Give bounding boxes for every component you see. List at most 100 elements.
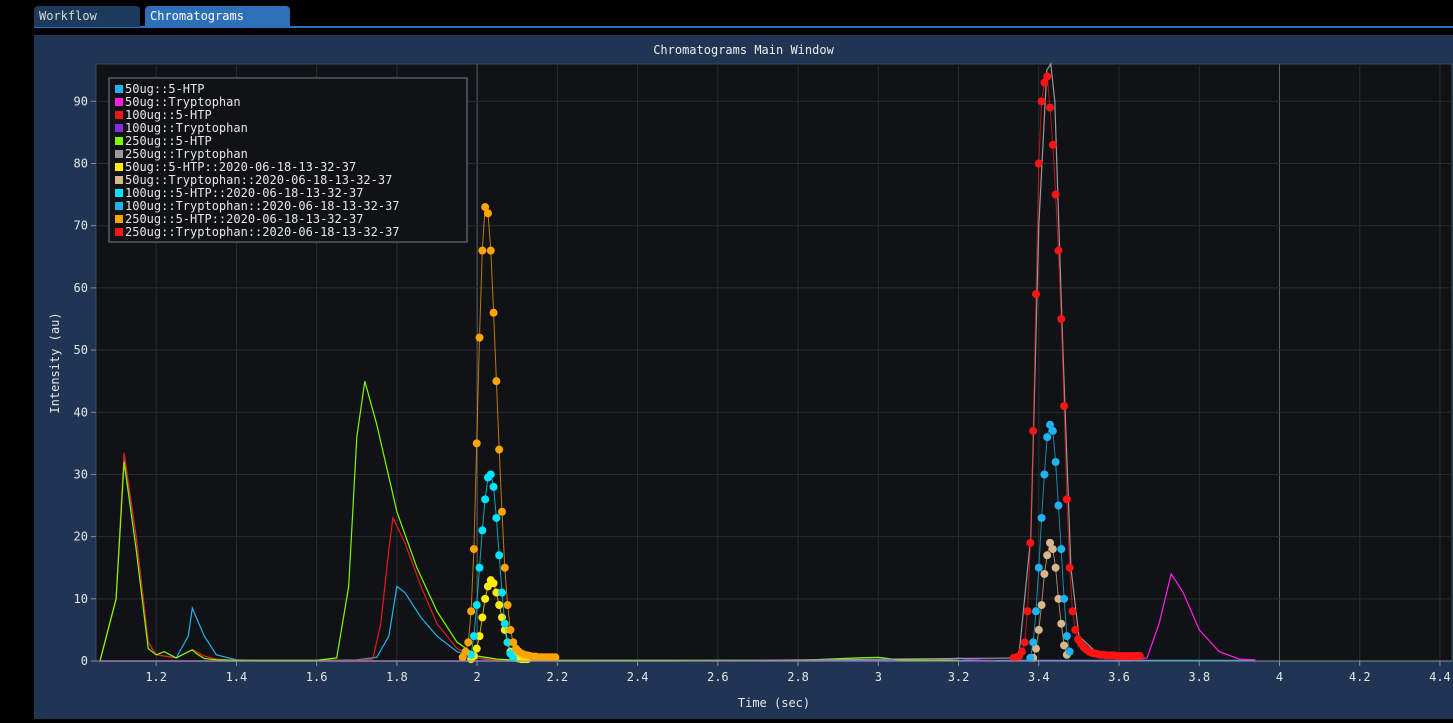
legend-swatch xyxy=(115,228,123,236)
data-point-100ug-tryptophan-2020-06-18-13-32-37 xyxy=(1062,632,1071,641)
legend-entry-label: 50ug::5-HTP::2020-06-18-13-32-37 xyxy=(125,160,356,174)
x-tick-label: 2.6 xyxy=(707,670,729,684)
x-tick-label: 4.2 xyxy=(1349,670,1371,684)
legend-entry-label: 250ug::Tryptophan::2020-06-18-13-32-37 xyxy=(125,225,400,239)
data-point-100ug-5-htp-2020-06-18-13-32-37 xyxy=(469,632,478,641)
data-point-50ug-tryptophan-2020-06-18-13-32-37 xyxy=(1031,644,1040,653)
data-point-100ug-5-htp-2020-06-18-13-32-37 xyxy=(497,588,506,597)
data-point-250ug-5-htp-2020-06-18-13-32-37 xyxy=(495,445,504,454)
data-point-100ug-5-htp-2020-06-18-13-32-37 xyxy=(492,513,501,522)
data-point-250ug-5-htp-2020-06-18-13-32-37 xyxy=(489,308,498,317)
data-point-50ug-tryptophan-2020-06-18-13-32-37 xyxy=(1054,594,1063,603)
legend[interactable]: 50ug::5-HTP50ug::Tryptophan100ug::5-HTP1… xyxy=(108,77,468,243)
legend-swatch xyxy=(115,85,123,93)
data-point-250ug-5-htp-2020-06-18-13-32-37 xyxy=(551,653,560,662)
x-tick-label: 4.4 xyxy=(1429,670,1451,684)
data-point-250ug-5-htp-2020-06-18-13-32-37 xyxy=(472,439,481,448)
data-point-50ug-tryptophan-2020-06-18-13-32-37 xyxy=(1046,538,1055,547)
y-axis-label: Intensity (au) xyxy=(48,312,62,413)
x-tick-label: 3 xyxy=(875,670,882,684)
data-point-250ug-5-htp-2020-06-18-13-32-37 xyxy=(478,246,487,255)
tab-bar: Workflow Chromatograms xyxy=(34,0,1453,28)
data-point-50ug-tryptophan-2020-06-18-13-32-37 xyxy=(1037,601,1046,610)
data-point-250ug-tryptophan-2020-06-18-13-32-37 xyxy=(1135,652,1144,661)
legend-swatch xyxy=(115,202,123,210)
data-point-250ug-5-htp-2020-06-18-13-32-37 xyxy=(509,638,518,647)
data-point-100ug-tryptophan-2020-06-18-13-32-37 xyxy=(1043,433,1052,442)
data-point-250ug-tryptophan-2020-06-18-13-32-37 xyxy=(1065,563,1074,572)
legend-swatch xyxy=(115,176,123,184)
data-point-50ug-5-htp-2020-06-18-13-32-37 xyxy=(495,601,504,610)
legend-swatch xyxy=(115,98,123,106)
data-point-50ug-tryptophan-2020-06-18-13-32-37 xyxy=(1057,619,1066,628)
data-point-50ug-tryptophan-2020-06-18-13-32-37 xyxy=(1034,625,1043,634)
data-point-250ug-5-htp-2020-06-18-13-32-37 xyxy=(486,246,495,255)
axes-layer: 1.2 1.4 1.6 1.8 2 2.2 2.4 2.6 2.8 3 3.2 3.4 3.6 3.8 4 4… xyxy=(74,94,1452,684)
y-tick-label: 90 xyxy=(74,94,88,108)
tab-chromatograms[interactable]: Chromatograms xyxy=(145,6,290,27)
data-point-50ug-5-htp-2020-06-18-13-32-37 xyxy=(500,625,509,634)
x-tick-label: 1.6 xyxy=(306,670,328,684)
data-point-100ug-5-htp-2020-06-18-13-32-37 xyxy=(489,482,498,491)
x-tick-label: 2 xyxy=(474,670,481,684)
data-point-100ug-tryptophan-2020-06-18-13-32-37 xyxy=(1026,653,1035,662)
x-tick-label: 3.2 xyxy=(948,670,970,684)
tab-workflow[interactable]: Workflow xyxy=(34,6,140,27)
data-point-100ug-5-htp-2020-06-18-13-32-37 xyxy=(503,638,512,647)
x-tick-label: 3.4 xyxy=(1028,670,1050,684)
data-point-250ug-tryptophan-2020-06-18-13-32-37 xyxy=(1031,290,1040,299)
data-point-100ug-tryptophan-2020-06-18-13-32-37 xyxy=(1051,458,1060,466)
legend-entry-label: 100ug::Tryptophan xyxy=(125,121,248,135)
data-point-100ug-tryptophan-2020-06-18-13-32-37 xyxy=(1065,647,1074,656)
data-point-100ug-tryptophan-2020-06-18-13-32-37 xyxy=(1060,594,1069,603)
x-tick-label: 2.8 xyxy=(787,670,809,684)
x-tick-label: 1.2 xyxy=(145,670,167,684)
x-tick-label: 1.8 xyxy=(386,670,408,684)
data-point-250ug-5-htp-2020-06-18-13-32-37 xyxy=(492,377,501,386)
data-point-250ug-tryptophan-2020-06-18-13-32-37 xyxy=(1034,159,1043,168)
data-point-100ug-5-htp-2020-06-18-13-32-37 xyxy=(475,563,484,572)
data-point-50ug-tryptophan-2020-06-18-13-32-37 xyxy=(1051,563,1060,572)
y-tick-label: 20 xyxy=(74,530,88,544)
data-point-50ug-5-htp-2020-06-18-13-32-37 xyxy=(489,579,498,588)
chromatogram-chart[interactable]: 1.2 1.4 1.6 1.8 2 2.2 2.4 2.6 2.8 3 3.2 3.4 3.6 3.8 4 4… xyxy=(34,35,1453,719)
data-point-100ug-5-htp-2020-06-18-13-32-37 xyxy=(481,495,490,504)
data-point-100ug-5-htp-2020-06-18-13-32-37 xyxy=(495,551,504,560)
data-point-100ug-5-htp-2020-06-18-13-32-37 xyxy=(472,601,481,610)
data-point-250ug-tryptophan-2020-06-18-13-32-37 xyxy=(1054,246,1063,255)
y-tick-label: 50 xyxy=(74,343,88,357)
data-point-250ug-tryptophan-2020-06-18-13-32-37 xyxy=(1057,314,1066,323)
legend-swatch xyxy=(115,111,123,119)
legend-swatch xyxy=(115,215,123,223)
data-point-250ug-5-htp-2020-06-18-13-32-37 xyxy=(500,563,509,572)
data-point-250ug-tryptophan-2020-06-18-13-32-37 xyxy=(1017,647,1026,656)
window-title: Chromatograms Main Window xyxy=(653,43,834,57)
legend-entry-label: 100ug::5-HTP xyxy=(125,108,212,122)
legend-entry-label: 100ug::Tryptophan::2020-06-18-13-32-37 xyxy=(125,199,400,213)
data-point-250ug-5-htp-2020-06-18-13-32-37 xyxy=(481,203,490,212)
chromatograms-main-window: Chromatograms Main Window 1.2 1.4 1.6 1.8 2 2… xyxy=(34,35,1453,719)
data-point-100ug-tryptophan-2020-06-18-13-32-37 xyxy=(1054,501,1063,510)
y-tick-label: 40 xyxy=(74,405,88,419)
data-point-250ug-tryptophan-2020-06-18-13-32-37 xyxy=(1071,625,1080,634)
y-tick-label: 10 xyxy=(74,592,88,606)
data-point-250ug-tryptophan-2020-06-18-13-32-37 xyxy=(1068,607,1077,616)
data-point-100ug-5-htp-2020-06-18-13-32-37 xyxy=(486,470,495,479)
x-tick-label: 3.8 xyxy=(1188,670,1210,684)
legend-entry-label: 250ug::5-HTP xyxy=(125,134,212,148)
data-point-250ug-tryptophan-2020-06-18-13-32-37 xyxy=(1048,140,1057,149)
data-point-250ug-5-htp-2020-06-18-13-32-37 xyxy=(464,638,473,647)
data-point-50ug-tryptophan-2020-06-18-13-32-37 xyxy=(1048,545,1057,554)
legend-swatch xyxy=(115,150,123,158)
x-tick-label: 2.4 xyxy=(627,670,649,684)
data-point-250ug-5-htp-2020-06-18-13-32-37 xyxy=(483,209,492,218)
data-point-250ug-5-htp-2020-06-18-13-32-37 xyxy=(503,601,512,610)
x-tick-label: 3.6 xyxy=(1108,670,1130,684)
data-point-250ug-tryptophan-2020-06-18-13-32-37 xyxy=(1040,78,1049,87)
legend-box xyxy=(108,77,468,243)
data-point-250ug-5-htp-2020-06-18-13-32-37 xyxy=(506,625,515,634)
data-point-250ug-tryptophan-2020-06-18-13-32-37 xyxy=(1062,495,1071,504)
legend-swatch xyxy=(115,137,123,145)
x-tick-label: 4 xyxy=(1276,670,1283,684)
data-point-50ug-tryptophan-2020-06-18-13-32-37 xyxy=(1043,551,1052,560)
